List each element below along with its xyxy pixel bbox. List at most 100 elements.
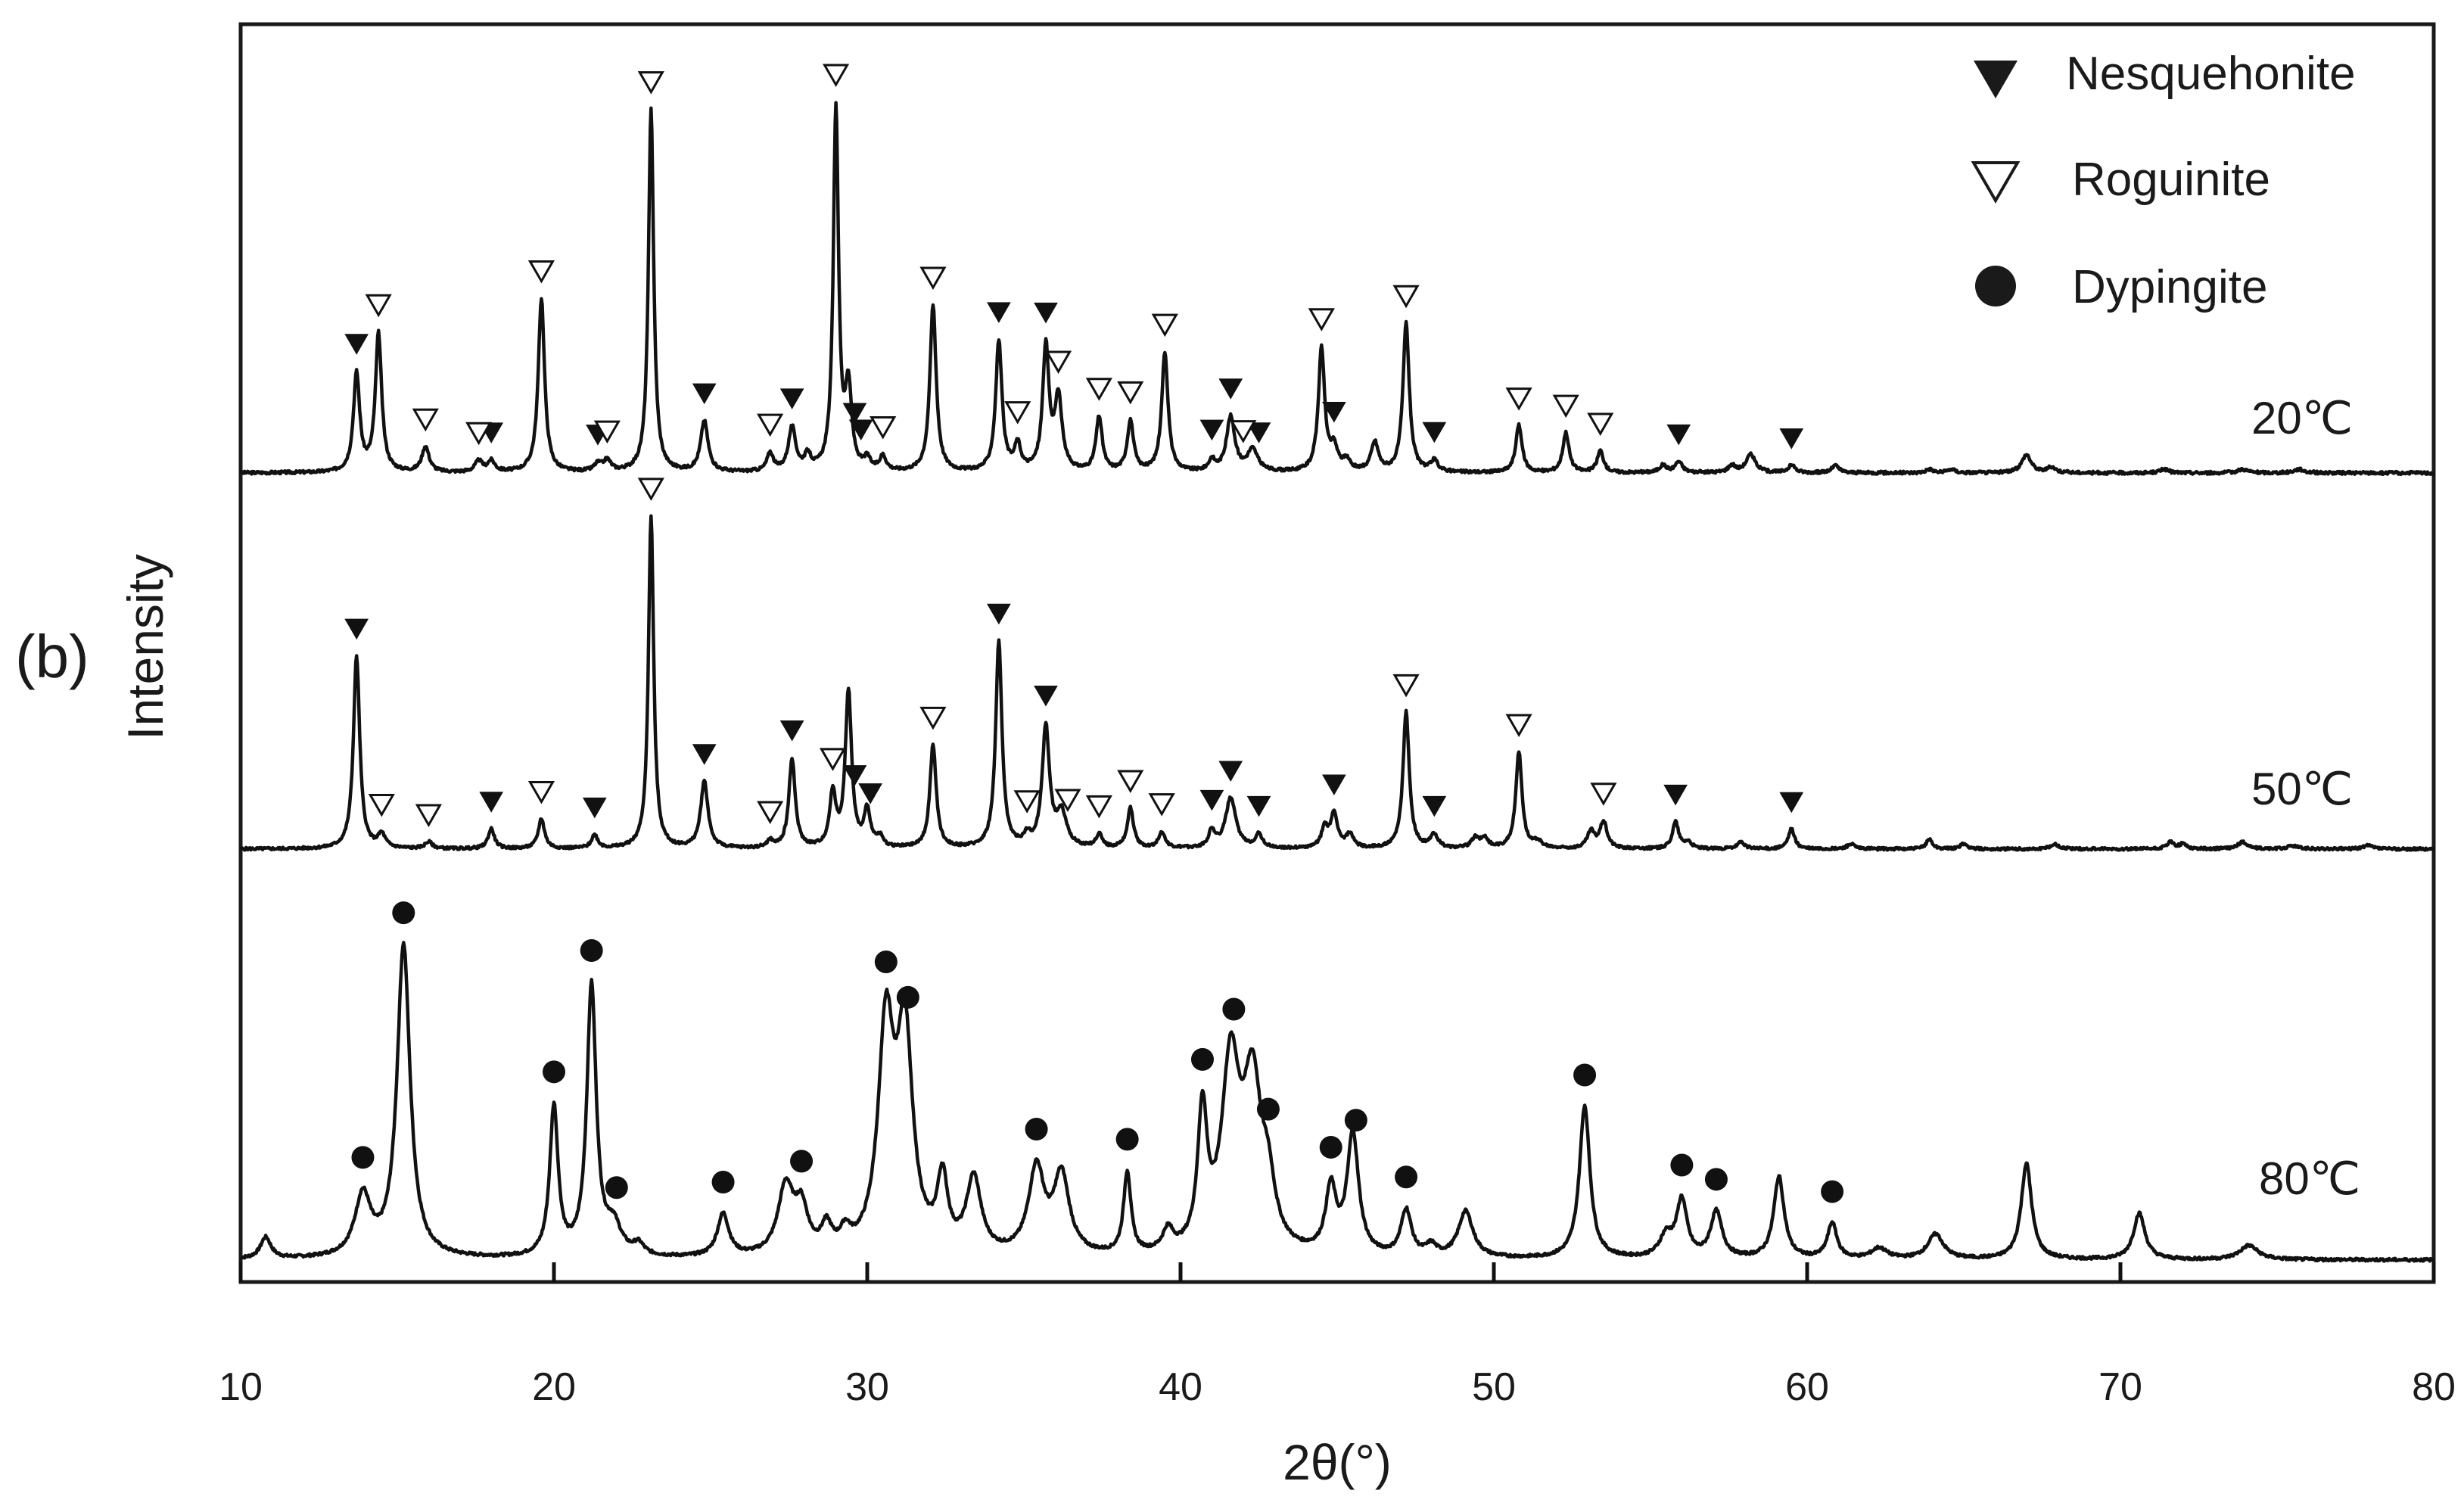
dypingite-marker xyxy=(1190,1047,1214,1071)
nesquehonite-marker xyxy=(987,603,1011,625)
dypingite-marker xyxy=(711,1170,735,1193)
x-tick-label: 60 xyxy=(1785,1365,1829,1409)
nesquehonite-marker xyxy=(1199,419,1224,441)
roguinite-marker xyxy=(465,422,493,446)
dypingite-marker xyxy=(543,1060,565,1084)
nesquehonite-marker xyxy=(779,720,804,742)
roguinite-marker xyxy=(1151,313,1178,338)
nesquehonite-marker xyxy=(1779,428,1804,450)
dypingite-marker xyxy=(1573,1063,1597,1087)
nesquehonite-marker xyxy=(1034,686,1058,707)
x-tick-label: 10 xyxy=(219,1365,263,1409)
nesquehonite-marker xyxy=(858,783,883,804)
roguinite-marker xyxy=(1392,674,1420,698)
roguinite-marker xyxy=(527,780,555,804)
nesquehonite-marker xyxy=(479,792,504,813)
nesquehonite-marker xyxy=(842,403,867,425)
nesquehonite-marker xyxy=(1779,792,1804,814)
roguinite-marker xyxy=(1117,770,1144,794)
roguinite-marker xyxy=(870,416,897,440)
nesquehonite-marker xyxy=(779,388,804,409)
dypingite-marker xyxy=(1222,997,1246,1021)
legend-dypingite-marker xyxy=(1975,266,2016,306)
dypingite-marker xyxy=(1025,1117,1048,1140)
nesquehonite-marker xyxy=(582,797,607,819)
plot-frame xyxy=(238,22,2436,1284)
legend-dypingite-label: Dypingite xyxy=(2072,261,2267,313)
roguinite-marker xyxy=(1085,378,1112,401)
x-tick-label: 50 xyxy=(1472,1365,1516,1409)
roguinite-marker xyxy=(1117,381,1144,405)
x-tick-label: 70 xyxy=(2098,1365,2142,1409)
nesquehonite-marker xyxy=(344,334,369,355)
dypingite-marker xyxy=(1115,1128,1139,1151)
roguinite-marker xyxy=(593,420,621,444)
roguinite-marker xyxy=(1552,394,1579,419)
roguinite-marker xyxy=(637,478,664,501)
nesquehonite-marker xyxy=(987,302,1011,323)
roguinite-marker xyxy=(1004,401,1031,425)
series-label-80c: 80℃ xyxy=(2259,1153,2360,1204)
nesquehonite-marker xyxy=(1218,378,1243,400)
panel-label: (b) xyxy=(15,623,89,690)
x-ticks-layer: 10 20 30 40 50 60 70 80 xyxy=(219,1262,2456,1409)
nesquehonite-marker xyxy=(1663,784,1688,806)
x-tick-label: 40 xyxy=(1159,1365,1202,1409)
dypingite-marker xyxy=(351,1146,375,1169)
nesquehonite-marker xyxy=(1321,774,1346,795)
nesquehonite-marker xyxy=(1321,401,1346,423)
nesquehonite-marker xyxy=(344,618,369,640)
legend: Nesquehonite Roguinite Dypingite xyxy=(1971,48,2356,313)
nesquehonite-marker xyxy=(1246,422,1271,443)
roguinite-marker xyxy=(1505,714,1532,737)
roguinite-marker xyxy=(919,706,947,730)
nesquehonite-marker xyxy=(1218,761,1243,782)
nesquehonite-marker xyxy=(1666,424,1691,446)
roguinite-marker xyxy=(1148,793,1175,817)
roguinite-marker xyxy=(1505,387,1532,411)
dypingite-marker xyxy=(392,901,415,925)
nesquehonite-marker xyxy=(848,419,873,440)
roguinite-marker xyxy=(919,266,947,291)
roguinite-marker xyxy=(527,260,555,284)
markers-layer xyxy=(344,64,1844,1203)
roguinite-marker xyxy=(1587,412,1614,437)
roguinite-marker xyxy=(412,408,439,432)
series-label-20c: 20℃ xyxy=(2251,393,2353,443)
dypingite-marker xyxy=(1395,1165,1418,1189)
dypingite-marker xyxy=(1704,1168,1728,1191)
nesquehonite-marker xyxy=(842,765,867,786)
roguinite-marker xyxy=(365,294,392,318)
legend-nesquehonite-marker xyxy=(1974,61,2018,98)
dypingite-marker xyxy=(896,985,919,1009)
roguinite-marker xyxy=(1054,789,1081,813)
roguinite-marker xyxy=(819,748,847,771)
dypingite-marker xyxy=(790,1150,814,1173)
dypingite-marker xyxy=(1319,1135,1342,1159)
y-axis-title: Intensity xyxy=(117,554,173,740)
legend-roguinite-marker xyxy=(1971,161,2021,204)
roguinite-marker xyxy=(757,413,784,437)
roguinite-marker xyxy=(1044,350,1072,374)
dypingite-marker xyxy=(580,938,603,962)
nesquehonite-marker xyxy=(1034,302,1058,324)
nesquehonite-marker xyxy=(692,383,717,405)
trace-series-1 xyxy=(238,101,2436,477)
nesquehonite-marker xyxy=(1246,795,1271,817)
x-tick-label: 20 xyxy=(532,1365,576,1409)
roguinite-marker xyxy=(1308,308,1335,331)
roguinite-marker xyxy=(415,804,442,828)
nesquehonite-marker xyxy=(1422,795,1447,817)
nesquehonite-marker xyxy=(692,744,717,765)
roguinite-marker xyxy=(637,71,664,95)
dypingite-marker xyxy=(1670,1153,1694,1177)
roguinite-marker xyxy=(368,794,395,817)
trace-series-2 xyxy=(239,514,2435,852)
roguinite-marker xyxy=(1230,420,1257,443)
dypingite-marker xyxy=(874,951,898,974)
dypingite-marker xyxy=(1821,1180,1844,1203)
series-label-50c: 50℃ xyxy=(2251,764,2353,814)
x-tick-label: 30 xyxy=(845,1365,889,1409)
x-tick-label: 80 xyxy=(2412,1365,2456,1409)
